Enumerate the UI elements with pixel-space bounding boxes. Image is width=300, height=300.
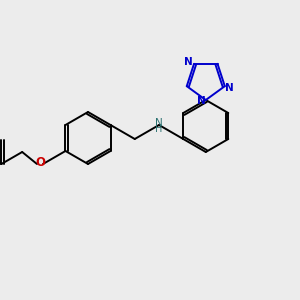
Text: N: N xyxy=(184,57,192,67)
Text: N: N xyxy=(197,96,206,106)
Text: O: O xyxy=(35,157,45,169)
Text: N: N xyxy=(225,83,234,93)
Text: H: H xyxy=(155,124,163,134)
Text: N: N xyxy=(155,118,163,128)
